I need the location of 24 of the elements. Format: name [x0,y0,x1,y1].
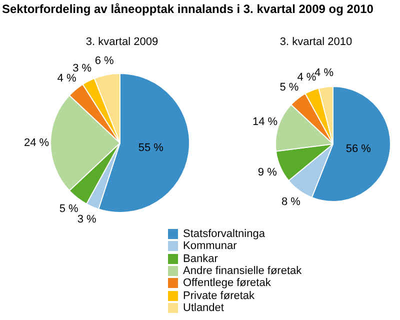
data-label: 24 % [24,137,50,150]
data-label: 4 % [57,72,76,85]
legend-label: Andre finansielle føretak [183,265,302,278]
data-label: 55 % [138,142,164,154]
legend-label: Statsforvaltninga [183,228,265,240]
data-label: 14 % [252,116,278,128]
legend-label: Utlandet [183,302,224,314]
chart-subtitle: 3. kvartal 2010 [280,36,352,48]
data-label: 9 % [258,166,278,178]
data-label: 3 % [77,214,97,226]
data-label: 6 % [94,55,114,68]
data-label: 56 % [346,142,372,155]
chart-subtitle: 3. kvartal 2009 [86,36,158,48]
legend-label: Bankar [183,252,218,265]
legend-label: Offentlege føretak [183,277,271,290]
data-label: 5 % [59,203,79,216]
legend-label: Kommunar [183,240,237,252]
data-label: 4 % [297,72,316,84]
legend-label: Private føretak [183,290,255,302]
data-label: 4 % [314,67,334,80]
data-label: 5 % [280,82,299,94]
data-label: 8 % [281,196,301,208]
chart-title: Sektorfordeling av låneopptak innalands i 3. kvartal 2009 og 2010 [2,2,374,16]
data-label: 3 % [72,62,92,75]
